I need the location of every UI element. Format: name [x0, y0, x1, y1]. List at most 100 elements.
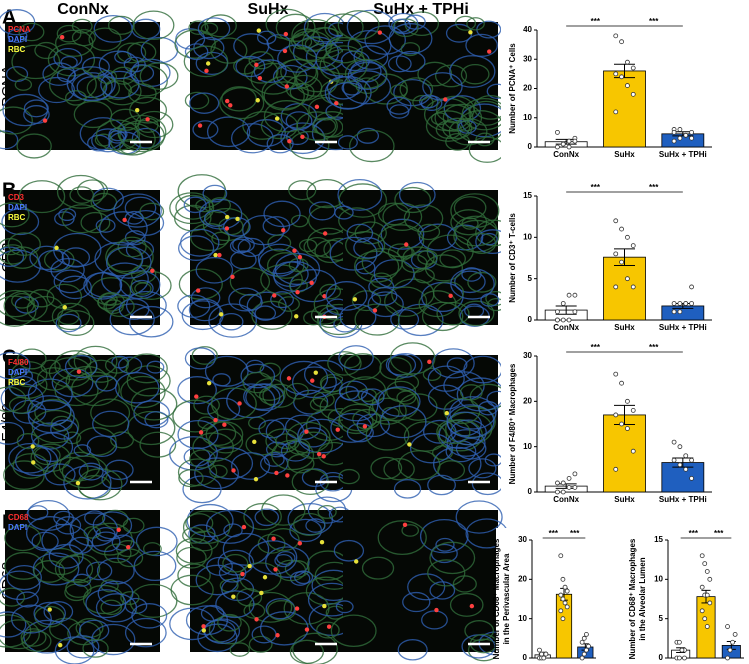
tissue — [14, 78, 33, 91]
tissue — [53, 269, 88, 294]
cell — [377, 30, 383, 35]
tissue — [192, 120, 219, 139]
tissue — [55, 313, 82, 333]
tissue — [346, 422, 374, 443]
cell — [76, 369, 82, 374]
tissue — [327, 351, 362, 376]
cell — [272, 293, 277, 298]
tissue — [119, 138, 142, 155]
significance-label: *** — [689, 529, 699, 538]
tissue — [275, 13, 316, 42]
data-point — [539, 651, 544, 657]
tissue — [18, 22, 45, 42]
tissue — [0, 570, 41, 601]
data-point — [671, 309, 677, 315]
tissue — [113, 193, 162, 228]
tissue — [397, 303, 444, 337]
cell — [448, 293, 453, 299]
tissue — [466, 232, 497, 254]
tissue — [480, 232, 498, 246]
tissue — [210, 37, 248, 64]
cell — [322, 603, 327, 609]
cell — [304, 627, 310, 632]
tissue — [193, 395, 220, 415]
tissue — [434, 104, 474, 132]
data-point — [619, 259, 624, 265]
tissue — [296, 111, 338, 141]
gutter — [20, 150, 500, 190]
cell — [287, 139, 292, 144]
y-axis-label: Number of CD68⁺ Macrophages — [492, 538, 501, 659]
tissue — [248, 591, 293, 623]
tissue — [58, 553, 101, 584]
stain-label: DAPI — [8, 35, 27, 44]
tissue — [274, 553, 293, 568]
tissue — [338, 345, 374, 371]
column-header: SuHx — [248, 1, 289, 18]
stain-label: CD3 — [8, 193, 25, 202]
tissue — [468, 458, 497, 479]
cell — [285, 473, 290, 478]
tissue — [402, 591, 431, 613]
cell — [281, 228, 286, 233]
tissue — [128, 83, 157, 104]
y-axis-label: Number of PCNA⁺ Cells — [508, 43, 517, 134]
tissue — [449, 592, 484, 617]
data-point — [625, 234, 630, 240]
data-point — [560, 596, 566, 602]
tissue — [18, 180, 66, 214]
data-point — [566, 317, 572, 323]
tissue — [8, 396, 33, 414]
cell — [334, 101, 339, 106]
cell — [222, 422, 227, 427]
significance-label: *** — [591, 17, 601, 26]
tissue — [184, 347, 216, 370]
data-point — [630, 284, 636, 290]
tissue — [0, 130, 19, 150]
tissue — [84, 359, 118, 383]
cell — [294, 314, 299, 319]
tissue — [128, 305, 174, 338]
tissue — [178, 235, 215, 261]
tissue — [253, 59, 287, 83]
x-tick-label: SuHx + TPHi — [659, 323, 707, 332]
tissue — [299, 427, 328, 448]
x-tick-label: SuHx — [614, 323, 635, 332]
data-point — [677, 309, 683, 315]
data-point — [630, 91, 636, 97]
tissue — [339, 385, 359, 401]
tissue — [177, 419, 219, 450]
tissue — [217, 613, 242, 632]
tissue — [353, 237, 384, 259]
data-point — [566, 138, 572, 144]
tissue — [248, 540, 298, 575]
tissue — [1, 208, 40, 236]
tissue — [215, 590, 255, 619]
cell — [300, 134, 305, 140]
tissue — [144, 411, 169, 429]
tissue — [0, 202, 30, 228]
data-point — [572, 309, 578, 315]
tissue — [71, 29, 96, 47]
data-point — [630, 65, 636, 71]
y-tick-label: 10 — [523, 442, 532, 451]
cell — [316, 451, 322, 457]
micrograph — [0, 345, 178, 501]
data-point — [555, 144, 560, 150]
tissue — [169, 192, 215, 225]
cell — [235, 216, 240, 222]
tissue — [251, 300, 293, 330]
tissue — [27, 395, 72, 427]
tissue — [135, 526, 178, 557]
tissue — [419, 518, 469, 554]
cell — [213, 417, 218, 423]
significance-label: *** — [649, 17, 659, 26]
cell — [402, 522, 408, 527]
data-point — [679, 647, 685, 653]
tissue — [393, 78, 432, 107]
cell — [47, 607, 52, 612]
tissue — [388, 23, 433, 55]
tissue — [449, 55, 496, 88]
data-point — [584, 647, 589, 653]
tissue — [330, 614, 377, 648]
